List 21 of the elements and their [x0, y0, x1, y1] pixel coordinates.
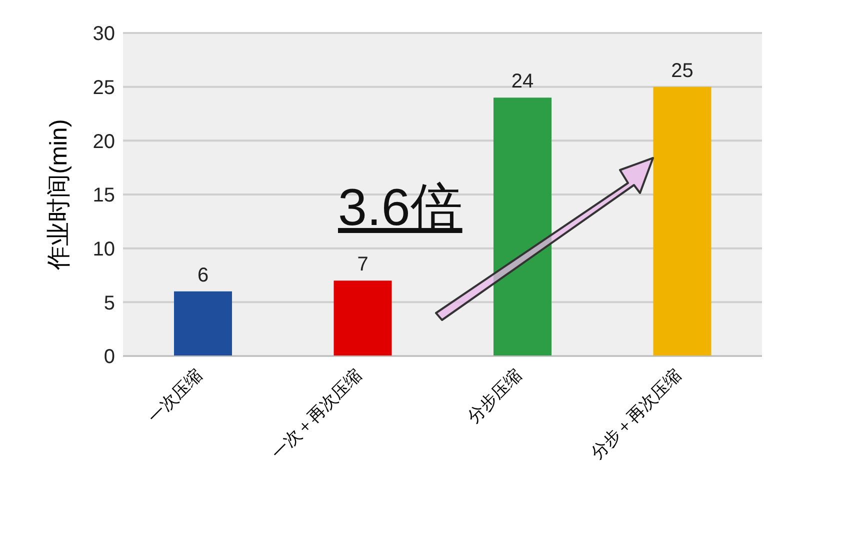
data-label: 24: [511, 70, 534, 93]
y-tick-label: 20: [92, 130, 115, 153]
data-label: 25: [671, 60, 694, 82]
bar: [653, 86, 712, 356]
x-tick-label: 分步压缩: [464, 365, 526, 427]
y-tick-label: 10: [92, 238, 115, 260]
x-tick-label: 分步＋再次压缩: [587, 365, 685, 463]
y-tick-label: 25: [92, 76, 115, 99]
annotation: 3.6倍: [338, 178, 462, 239]
data-label: 7: [357, 254, 368, 276]
x-tick-label: 一次＋再次压缩: [268, 365, 366, 463]
bar: [334, 280, 392, 356]
y-axis-title: 作业时间(min): [46, 119, 73, 271]
bar: [494, 98, 552, 356]
bar: [174, 291, 232, 356]
y-tick-label: 15: [92, 184, 115, 207]
y-tick-label: 5: [104, 292, 115, 314]
y-tick-label: 30: [92, 23, 115, 46]
data-label: 6: [197, 264, 209, 286]
x-tick-label: 一次压缩: [144, 365, 206, 427]
y-tick-label: 0: [104, 346, 115, 368]
